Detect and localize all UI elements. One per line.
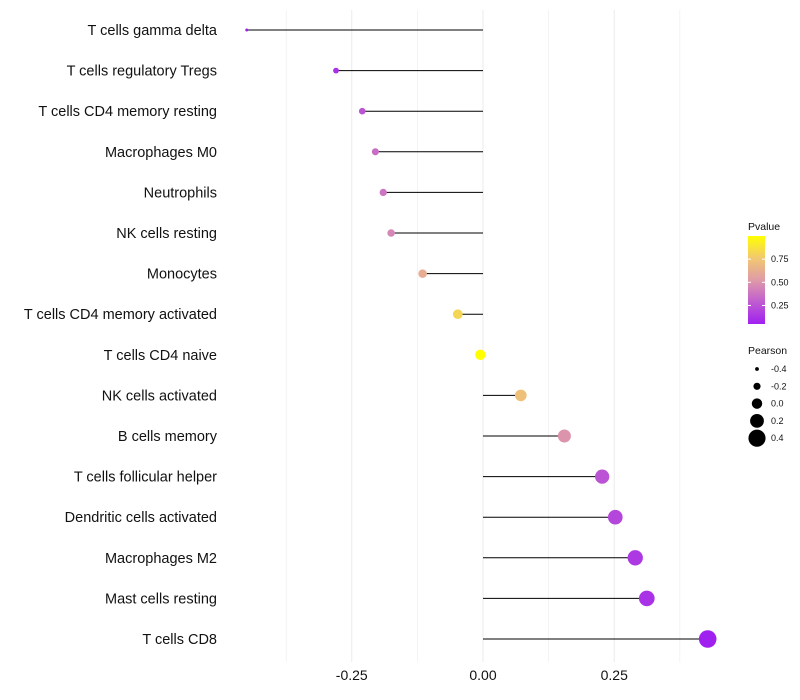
- data-point: [452, 309, 463, 320]
- category-label: NK cells activated: [102, 388, 217, 404]
- data-point: [627, 550, 643, 566]
- category-label: Monocytes: [147, 267, 217, 283]
- data-point: [418, 269, 427, 278]
- data-point: [333, 67, 339, 74]
- pearson-legend-label: -0.2: [771, 381, 787, 391]
- pearson-legend-label: -0.4: [771, 364, 787, 374]
- category-label: Neutrophils: [144, 185, 217, 201]
- x-tick-labels: -0.25 0.00 0.25: [336, 667, 628, 683]
- pearson-legend-label: 0.2: [771, 416, 784, 426]
- data-point: [557, 429, 571, 443]
- stem-layer: [246, 29, 708, 640]
- category-label: Dendritic cells activated: [65, 510, 217, 526]
- category-label: T cells CD4 naive: [104, 348, 217, 364]
- category-label: Mast cells resting: [105, 591, 217, 607]
- x-tick-label: 0.25: [601, 667, 628, 683]
- data-point: [475, 349, 486, 360]
- pvalue-legend-label: 0.25: [771, 300, 789, 310]
- pearson-legend: Pearson -0.4 -0.2 0.0 0.2 0.4: [748, 345, 787, 447]
- data-point: [379, 188, 387, 197]
- category-label: T cells gamma delta: [88, 23, 218, 39]
- pearson-legend-label: 0.0: [771, 399, 784, 409]
- data-point: [245, 28, 249, 32]
- category-label: T cells follicular helper: [74, 470, 217, 486]
- category-label: T cells CD4 memory activated: [24, 307, 217, 323]
- data-point: [698, 630, 717, 648]
- pearson-legend-dot: [755, 367, 759, 371]
- category-label: B cells memory: [118, 429, 218, 445]
- pvalue-legend: Pvalue 0.25 0.50 0.75: [748, 221, 789, 324]
- data-point: [514, 389, 527, 402]
- category-label: T cells regulatory Tregs: [67, 64, 217, 80]
- data-point: [387, 229, 395, 237]
- pvalue-colorbar: [748, 236, 765, 324]
- data-point: [607, 509, 623, 525]
- category-label: NK cells resting: [116, 226, 217, 242]
- pearson-legend-dot: [753, 382, 761, 390]
- pearson-legend-dot: [750, 414, 764, 428]
- x-tick-label: 0.00: [469, 667, 496, 683]
- data-point: [638, 590, 655, 607]
- data-point: [595, 469, 610, 484]
- pvalue-legend-label: 0.75: [771, 254, 789, 264]
- category-labels: T cells gamma delta T cells regulatory Tr…: [24, 23, 218, 648]
- pearson-legend-dot: [751, 398, 763, 409]
- pearson-legend-title: Pearson: [748, 345, 787, 357]
- grid-layer: [285, 10, 681, 662]
- data-point: [358, 107, 366, 115]
- category-label: Macrophages M0: [105, 145, 217, 161]
- point-layer: [245, 28, 717, 648]
- category-label: T cells CD4 memory resting: [38, 104, 217, 120]
- pvalue-legend-label: 0.50: [771, 277, 789, 287]
- category-label: T cells CD8: [142, 632, 217, 648]
- pearson-legend-label: 0.4: [771, 433, 784, 443]
- category-label: Macrophages M2: [105, 551, 217, 567]
- data-point: [371, 148, 379, 156]
- pearson-legend-dot: [748, 429, 766, 447]
- pvalue-legend-title: Pvalue: [748, 221, 780, 233]
- x-tick-label: -0.25: [336, 667, 368, 683]
